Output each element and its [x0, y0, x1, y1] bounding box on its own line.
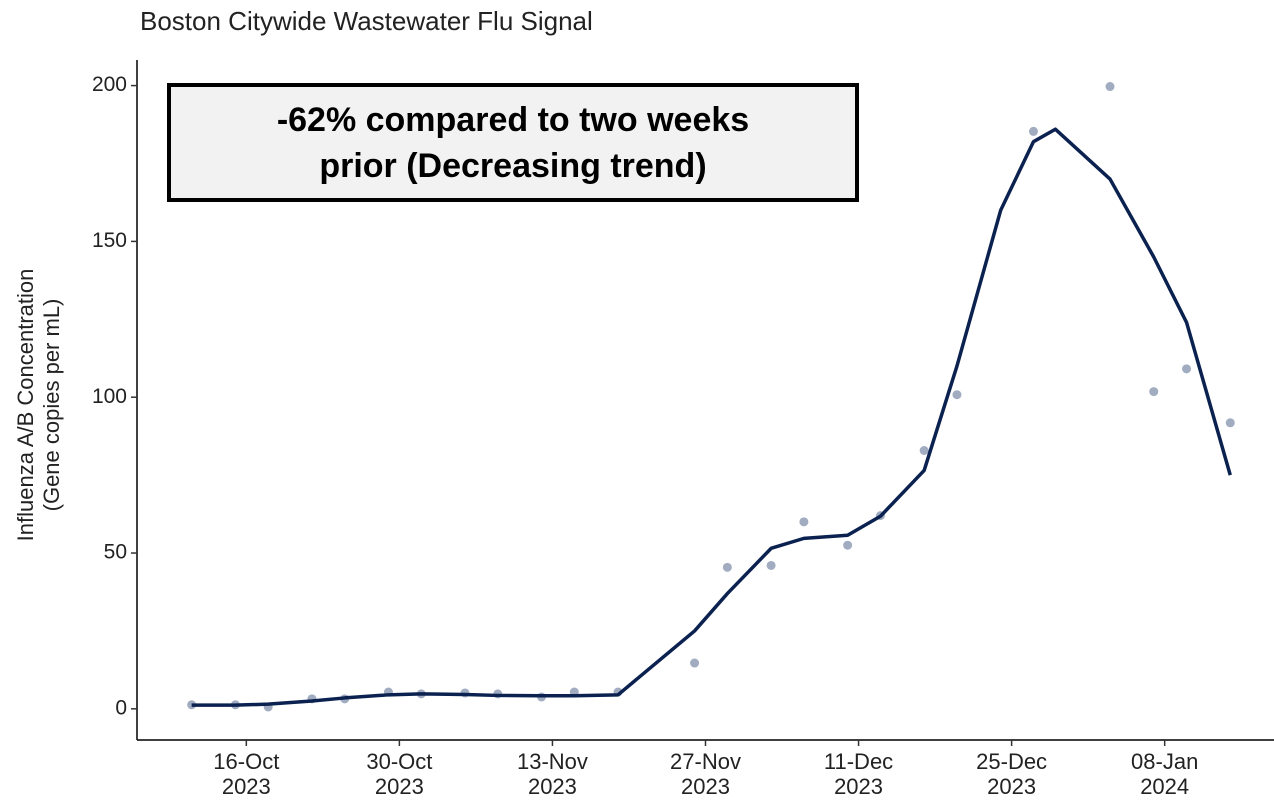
point [843, 540, 853, 550]
x-tick-label: 13-Nov 2023 [516, 749, 588, 799]
y-tick-label: 200 [92, 73, 127, 96]
point [722, 562, 732, 572]
y-tick-label: 0 [115, 696, 127, 719]
y-tick-label: 100 [92, 385, 127, 408]
point [919, 445, 929, 455]
y-axis-label-line: Influenza A/B Concentration [13, 269, 38, 542]
x-tick-label: 30-Oct 2023 [366, 749, 433, 799]
x-tick-label: 11-Dec 2023 [823, 749, 894, 799]
point [1028, 126, 1038, 136]
point [1149, 387, 1159, 397]
point [1225, 418, 1235, 428]
x-tick-label: 16-Oct 2023 [213, 749, 280, 799]
x-tick-label: 27-Nov 2023 [670, 749, 741, 799]
y-axis-label-line: (Gene copies per mL) [39, 299, 64, 512]
chart-title: Boston Citywide Wastewater Flu Signal [140, 6, 593, 36]
point [1105, 82, 1115, 92]
point [952, 390, 962, 400]
annotation: -62% compared to two weeks prior (Decrea… [167, 83, 859, 202]
point [766, 560, 776, 570]
point [690, 658, 700, 668]
y-tick-label: 50 [104, 541, 127, 564]
trend-line [191, 127, 1232, 707]
y-axis-label: Influenza A/B Concentration(Gene copies … [13, 269, 64, 542]
y-tick-label: 150 [92, 229, 127, 252]
x-tick-label: 25-Dec 2023 [976, 749, 1048, 799]
x-tick-label: 08-Jan 2024 [1131, 749, 1199, 799]
point [799, 517, 809, 527]
point [1182, 364, 1192, 374]
